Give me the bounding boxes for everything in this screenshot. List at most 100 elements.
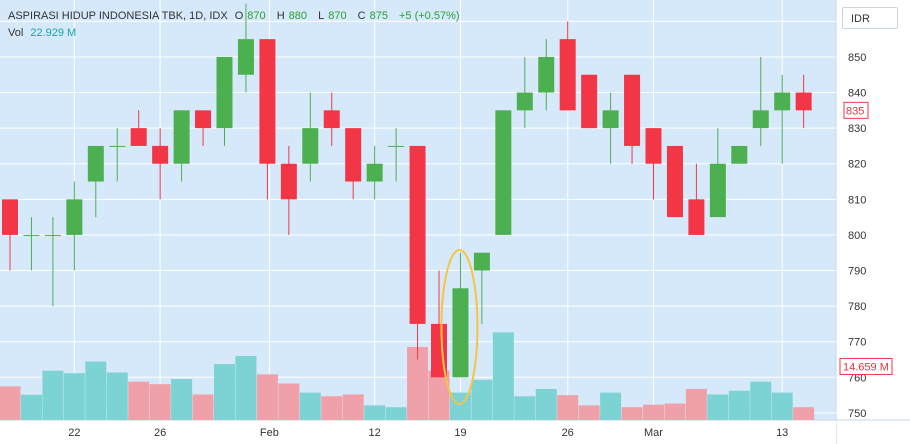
y-tick-label: 750: [848, 408, 866, 420]
volume-bar: [471, 379, 493, 420]
high-label: H: [276, 10, 285, 22]
last-volume-tag: [839, 357, 893, 375]
ohlc-open: O 870: [235, 10, 270, 22]
y-tick-label: 780: [848, 301, 866, 313]
y-tick-label: 810: [848, 194, 866, 206]
candle-body: [624, 74, 641, 146]
candle-body: [44, 234, 61, 236]
volume-bar: [106, 372, 128, 420]
candle-body: [66, 199, 83, 235]
y-tick-label: 820: [848, 159, 866, 171]
candle-body: [645, 128, 662, 164]
volume-bar: [557, 395, 579, 420]
volume-bar: [514, 396, 536, 420]
candle-body: [130, 128, 147, 146]
low-label: L: [318, 10, 325, 22]
volume-bar: [85, 361, 107, 420]
candle-body: [559, 39, 576, 111]
volume-bar: [600, 392, 622, 420]
y-tick-label: 770: [848, 337, 866, 349]
candle-body: [366, 163, 383, 182]
candle-body: [774, 92, 791, 111]
ohlc-low: L 870: [318, 10, 350, 22]
candle-body: [23, 234, 40, 236]
candle-body: [345, 128, 362, 182]
x-tick-label: 22: [68, 427, 80, 439]
volume-bar: [235, 356, 257, 420]
volume-bar: [535, 388, 557, 420]
volume-bar: [42, 370, 64, 420]
volume-bar: [0, 386, 21, 420]
candle-body: [688, 199, 705, 235]
y-tick-label: 850: [848, 52, 866, 64]
volume-bar: [364, 405, 386, 420]
volume-bars: [0, 332, 815, 420]
high-value: 880: [288, 10, 308, 22]
candle-body: [388, 145, 405, 147]
volume-bar: [171, 379, 193, 420]
volume-bar: [707, 394, 729, 420]
volume-bar: [63, 373, 85, 420]
volume-bar: [128, 381, 150, 420]
candle-body: [216, 56, 233, 129]
candle-body: [2, 199, 18, 235]
candle-body: [259, 39, 276, 164]
candle-body: [409, 145, 426, 324]
volume-bar: [428, 370, 450, 420]
candle-body: [152, 145, 169, 164]
x-tick-label: 26: [562, 427, 574, 439]
candle-body: [195, 110, 212, 129]
price-change: +5 (+0.57%): [399, 10, 460, 22]
x-tick-label: 12: [369, 427, 381, 439]
candle-body: [581, 74, 598, 129]
volume-bar: [492, 332, 514, 420]
volume-bar: [407, 346, 429, 420]
candle-body: [109, 145, 126, 147]
x-tick-label: 26: [154, 427, 166, 439]
volume-bar: [214, 364, 235, 420]
volume-label: Vol: [8, 27, 24, 39]
ohlc-close: C 875: [358, 10, 392, 22]
ohlc-high: H 880: [277, 10, 311, 22]
volume-bar: [578, 405, 600, 420]
open-label: O: [234, 10, 244, 22]
volume-bar: [750, 381, 772, 420]
volume-bar: [621, 407, 643, 420]
candle-body: [516, 92, 533, 111]
candle-body: [473, 252, 490, 271]
last-price-tag: [843, 101, 869, 119]
volume-bar: [664, 403, 686, 420]
candle-body: [280, 163, 297, 200]
volume-value: 22.929 M: [30, 27, 77, 39]
volume-bar: [342, 394, 364, 420]
last-volume-label: 14.659 M: [843, 361, 889, 373]
open-value: 870: [247, 10, 266, 22]
volume-bar: [321, 396, 343, 420]
x-tick-label: Mar: [644, 427, 663, 439]
low-value: 870: [328, 10, 347, 22]
legend-row-2: Vol 22.929 M: [8, 25, 464, 42]
volume-bar: [256, 374, 278, 420]
y-tick-label: 800: [848, 230, 866, 242]
volume-bar: [385, 407, 407, 420]
candles: [2, 3, 812, 378]
volume-bar: [728, 390, 750, 420]
time-axis-background: [0, 420, 836, 444]
symbol-title: ASPIRASI HIDUP INDONESIA TBK, 1D, IDX: [8, 10, 228, 22]
candle-body: [452, 288, 469, 378]
close-label: C: [357, 10, 366, 22]
candle-body: [602, 110, 619, 129]
volume-bar: [192, 394, 214, 420]
y-tick-label: 790: [848, 266, 866, 278]
x-tick-label: 19: [454, 427, 466, 439]
volume-bar: [793, 407, 815, 420]
candle-body: [495, 110, 512, 235]
candle-body: [302, 128, 319, 164]
currency-badge[interactable]: IDR: [842, 7, 898, 29]
candle-body: [709, 163, 726, 218]
y-tick-label: 840: [848, 88, 866, 100]
volume-bar: [278, 383, 300, 420]
